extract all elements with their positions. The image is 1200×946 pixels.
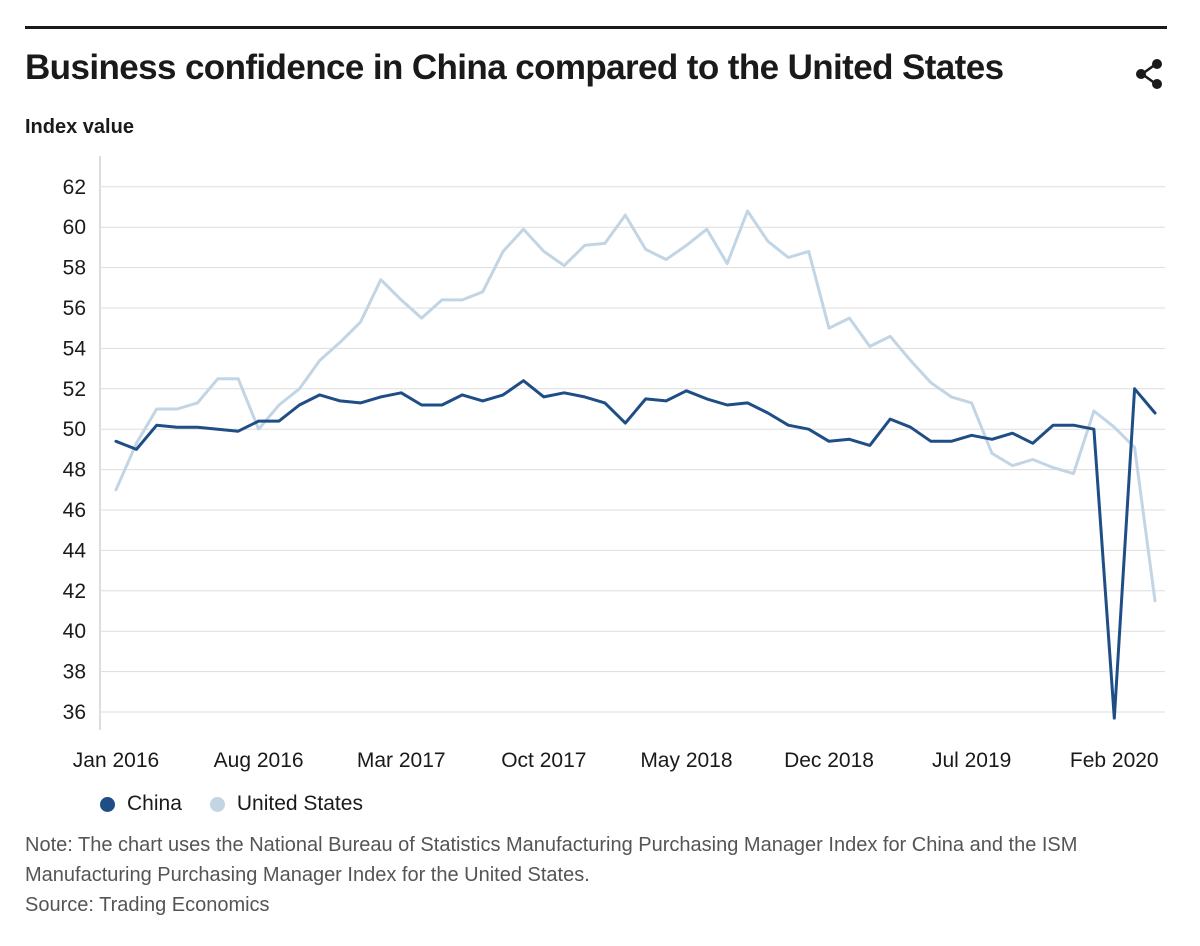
legend-label-united-states: United States bbox=[236, 792, 363, 815]
legend-label-china: China bbox=[127, 792, 182, 815]
y-tick-label: 50 bbox=[63, 418, 86, 441]
x-tick-label: Jul 2019 bbox=[932, 749, 1011, 772]
chart-title: Business confidence in China compared to… bbox=[25, 48, 1004, 87]
gridlines bbox=[100, 186, 1165, 713]
y-tick-label: 58 bbox=[63, 257, 86, 280]
x-tick-label: Aug 2016 bbox=[214, 749, 304, 772]
series-lines bbox=[114, 209, 1157, 720]
y-axis-label: Index value bbox=[25, 116, 134, 138]
x-tick-label: May 2018 bbox=[640, 749, 732, 772]
y-tick-labels: 36 38 40 42 44 46 48 50 52 54 56 58 60 62 bbox=[63, 176, 87, 724]
y-tick-label: 40 bbox=[63, 620, 86, 643]
y-tick-label: 38 bbox=[63, 661, 86, 684]
y-tick-label: 36 bbox=[63, 701, 86, 724]
y-tick-label: 44 bbox=[63, 539, 87, 562]
x-tick-label: Dec 2018 bbox=[784, 749, 874, 772]
series-line-united-states bbox=[114, 209, 1157, 603]
line-chart: 36 38 40 42 44 46 48 50 52 54 56 58 60 62 Jan 2016 Aug… bbox=[63, 156, 1165, 772]
y-tick-label: 62 bbox=[63, 176, 86, 199]
y-tick-label: 52 bbox=[63, 378, 86, 401]
x-tick-label: Feb 2020 bbox=[1070, 749, 1159, 772]
note-text: Note: The chart uses the National Bureau… bbox=[25, 834, 1078, 886]
y-tick-label: 48 bbox=[63, 459, 86, 482]
chart-note: Note: The chart uses the National Bureau… bbox=[25, 830, 1175, 920]
series-line-china bbox=[114, 379, 1157, 720]
y-tick-label: 42 bbox=[63, 580, 86, 603]
legend: China United States bbox=[100, 792, 391, 816]
x-tick-label: Jan 2016 bbox=[73, 749, 159, 772]
share-icon[interactable] bbox=[1130, 54, 1170, 94]
top-rule bbox=[25, 26, 1167, 29]
legend-item-china[interactable]: China bbox=[100, 792, 182, 816]
y-tick-label: 56 bbox=[63, 297, 86, 320]
source-text: Source: Trading Economics bbox=[25, 894, 270, 916]
china-legend-dot bbox=[100, 796, 115, 812]
x-tick-label: Oct 2017 bbox=[501, 749, 586, 772]
legend-item-united-states[interactable]: United States bbox=[209, 792, 363, 816]
united-states-legend-dot bbox=[209, 796, 225, 812]
y-tick-label: 46 bbox=[63, 499, 86, 522]
y-tick-label: 60 bbox=[63, 216, 86, 239]
x-tick-label: Mar 2017 bbox=[357, 749, 446, 772]
x-tick-labels: Jan 2016 Aug 2016 Mar 2017 Oct 2017 May 2018… bbox=[73, 749, 1159, 772]
y-tick-label: 54 bbox=[63, 337, 87, 360]
